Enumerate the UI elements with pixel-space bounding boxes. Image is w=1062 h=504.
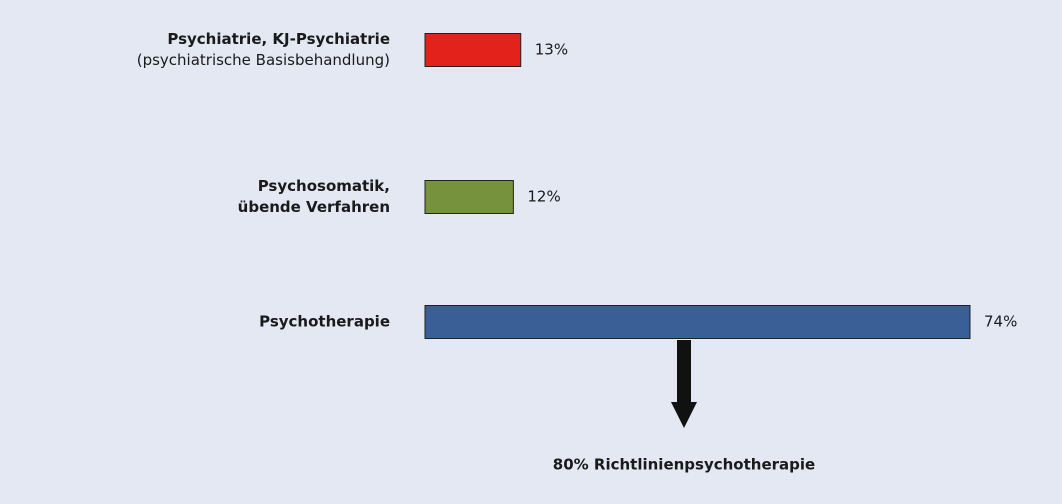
category-note: (psychiatrische Basisbehandlung) bbox=[137, 51, 390, 69]
category-label: Psychosomatik, bbox=[258, 177, 390, 195]
value-label: 74% bbox=[984, 313, 1017, 331]
category-label: Psychiatrie, KJ-Psychiatrie bbox=[167, 30, 390, 48]
category-label: übende Verfahren bbox=[238, 198, 390, 216]
bar bbox=[424, 305, 971, 339]
category-label: Psychotherapie bbox=[259, 313, 390, 331]
value-label: 12% bbox=[527, 188, 560, 206]
bar bbox=[424, 33, 522, 67]
arrow-shaft bbox=[677, 340, 691, 403]
value-label: 13% bbox=[535, 41, 568, 59]
arrow-head bbox=[671, 402, 697, 428]
annotation: 80% Richtlinienpsychotherapie bbox=[553, 456, 815, 474]
bar bbox=[424, 180, 514, 214]
